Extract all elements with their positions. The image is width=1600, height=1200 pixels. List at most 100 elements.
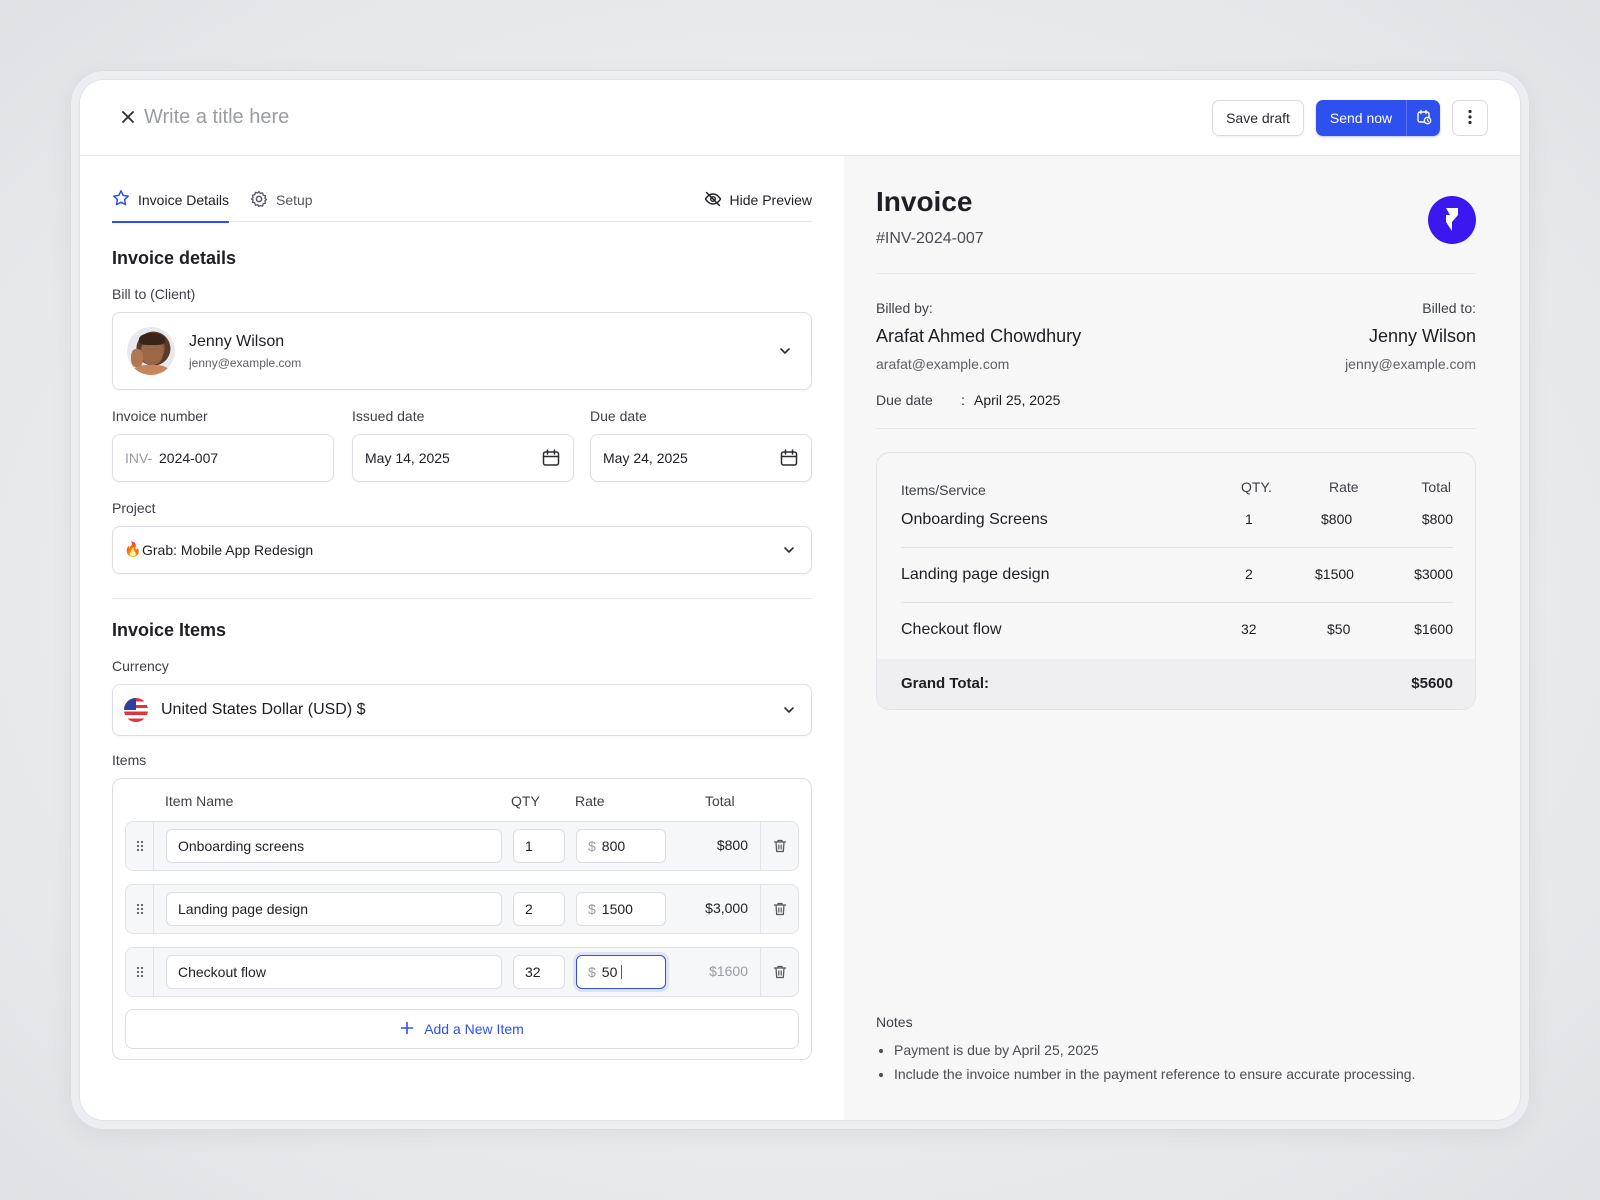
editor-panel: Invoice Details Setup Hide Preview Invoi… xyxy=(80,156,844,1120)
preview-item-rate: $1500 xyxy=(1315,566,1354,582)
preview-invoice-number: #INV-2024-007 xyxy=(876,230,984,247)
trash-icon[interactable] xyxy=(760,822,798,870)
item-qty-input[interactable]: 2 xyxy=(513,892,565,926)
item-rate-input[interactable]: $50 xyxy=(576,955,666,989)
invoice-number-value: 2024-007 xyxy=(159,450,219,466)
notes-list: Payment is due by April 25, 2025 Include… xyxy=(894,1038,1415,1086)
preview-item-qty: 2 xyxy=(1245,566,1253,582)
tab-invoice-details[interactable]: Invoice Details xyxy=(112,178,230,223)
issued-date-input[interactable]: May 14, 2025 xyxy=(352,434,574,482)
title-input[interactable] xyxy=(144,102,544,132)
client-select[interactable]: Jenny Wilson jenny@example.com xyxy=(112,312,812,390)
preview-title: Invoice xyxy=(876,186,973,217)
items-table: Item Name QTY Rate Total Onboarding scre… xyxy=(112,778,812,1060)
grand-total-label: Grand Total: xyxy=(901,675,990,692)
chevron-down-icon xyxy=(779,700,799,720)
invoice-prefix: INV- xyxy=(125,450,153,466)
billed-by-email: arafat@example.com xyxy=(876,356,1010,372)
drag-handle-icon[interactable] xyxy=(126,885,154,933)
billed-by-name: Arafat Ahmed Chowdhury xyxy=(876,326,1082,346)
close-icon[interactable] xyxy=(116,105,140,129)
currency-select[interactable]: United States Dollar (USD) $ xyxy=(112,684,812,736)
calendar-icon[interactable] xyxy=(779,448,799,468)
tab-label: Invoice Details xyxy=(138,191,230,208)
save-draft-button[interactable]: Save draft xyxy=(1212,100,1304,136)
star-icon xyxy=(112,189,130,210)
notes-label: Notes xyxy=(876,1014,913,1030)
eye-off-icon xyxy=(704,190,722,211)
preview-item-rate: $50 xyxy=(1327,621,1351,637)
item-qty-input[interactable]: 32 xyxy=(513,955,565,989)
preview-item-qty: 32 xyxy=(1241,621,1257,637)
item-name-input[interactable]: Checkout flow xyxy=(166,955,502,989)
due-date-input[interactable]: May 24, 2025 xyxy=(590,434,812,482)
column-header-item-name: Item Name xyxy=(165,793,234,809)
drag-handle-icon[interactable] xyxy=(126,948,154,996)
preview-divider xyxy=(876,273,1476,274)
item-rate-value: 800 xyxy=(601,838,626,854)
text-cursor xyxy=(621,965,623,979)
calendar-icon[interactable] xyxy=(541,448,561,468)
more-options-button[interactable] xyxy=(1452,100,1488,136)
drag-handle-icon[interactable] xyxy=(126,822,154,870)
billed-to-name: Jenny Wilson xyxy=(1368,326,1476,346)
tab-setup[interactable]: Setup xyxy=(250,178,313,222)
item-rate-input[interactable]: $1500 xyxy=(576,892,666,926)
grand-total-row: Grand Total: $5600 xyxy=(877,659,1475,709)
client-name: Jenny Wilson xyxy=(189,333,285,350)
bill-to-label: Bill to (Client) xyxy=(112,286,196,302)
company-logo xyxy=(1428,196,1476,244)
preview-item-qty: 1 xyxy=(1245,511,1253,527)
hide-preview-label: Hide Preview xyxy=(729,192,812,208)
item-total: $1600 xyxy=(709,963,748,979)
invoice-editor-window: Save draft Send now Invoice Details xyxy=(80,80,1520,1120)
item-rate-value: 50 xyxy=(601,964,618,980)
preview-item-total: $3000 xyxy=(1414,566,1453,582)
item-rate-value: 1500 xyxy=(601,901,633,917)
us-flag-icon xyxy=(124,698,148,722)
item-name-input[interactable]: Onboarding screens xyxy=(166,829,502,863)
tab-label: Setup xyxy=(276,192,313,208)
trash-icon[interactable] xyxy=(760,948,798,996)
tab-bar: Invoice Details Setup Hide Preview xyxy=(112,178,812,223)
item-rate-input[interactable]: $800 xyxy=(576,829,666,863)
invoice-items-heading: Invoice Items xyxy=(112,620,227,640)
billed-to-label: Billed to: xyxy=(1422,300,1476,316)
hide-preview-button[interactable]: Hide Preview xyxy=(704,178,812,222)
column-header-rate: Rate xyxy=(575,793,605,809)
preview-due-date-separator: : xyxy=(961,392,965,408)
plus-icon xyxy=(400,1021,414,1038)
invoice-number-input[interactable]: INV- 2024-007 xyxy=(112,434,334,482)
project-select[interactable]: 🔥 Grab: Mobile App Redesign xyxy=(112,526,812,574)
trash-icon[interactable] xyxy=(760,885,798,933)
grand-total-value: $5600 xyxy=(1411,675,1453,692)
add-new-item-button[interactable]: Add a New Item xyxy=(125,1009,799,1049)
item-row: Onboarding screens 1 $800 $800 xyxy=(125,821,799,871)
billed-to-email: jenny@example.com xyxy=(1345,356,1476,372)
item-row: Landing page design 2 $1500 $3,000 xyxy=(125,884,799,934)
item-name-input[interactable]: Landing page design xyxy=(166,892,502,926)
currency-label: Currency xyxy=(112,658,169,674)
preview-item-total: $800 xyxy=(1421,511,1453,527)
preview-due-date-value: April 25, 2025 xyxy=(974,392,1061,408)
column-header-total: Total xyxy=(705,793,735,809)
item-total: $800 xyxy=(716,837,748,853)
note-item: Payment is due by April 25, 2025 xyxy=(894,1038,1415,1062)
chevron-down-icon xyxy=(779,540,799,560)
note-item: Include the invoice number in the paymen… xyxy=(894,1062,1415,1086)
preview-column-rate: Rate xyxy=(1329,479,1359,495)
preview-due-date-label: Due date xyxy=(876,392,933,408)
schedule-send-button[interactable] xyxy=(1406,100,1440,136)
currency-symbol: $ xyxy=(588,838,596,854)
preview-item-rate: $800 xyxy=(1321,511,1353,527)
section-divider xyxy=(112,598,812,599)
send-now-button[interactable]: Send now xyxy=(1316,100,1406,136)
preview-column-qty: QTY. xyxy=(1241,479,1272,495)
send-button-group: Send now xyxy=(1316,100,1440,136)
item-qty-input[interactable]: 1 xyxy=(513,829,565,863)
preview-items-table: Items/Service QTY. Rate Total Onboarding… xyxy=(876,452,1476,710)
top-bar: Save draft Send now xyxy=(80,80,1520,156)
invoice-preview-panel: Invoice #INV-2024-007 Billed by: Arafat … xyxy=(844,156,1520,1120)
preview-item-name: Checkout flow xyxy=(901,621,1002,638)
gear-icon xyxy=(250,190,268,211)
